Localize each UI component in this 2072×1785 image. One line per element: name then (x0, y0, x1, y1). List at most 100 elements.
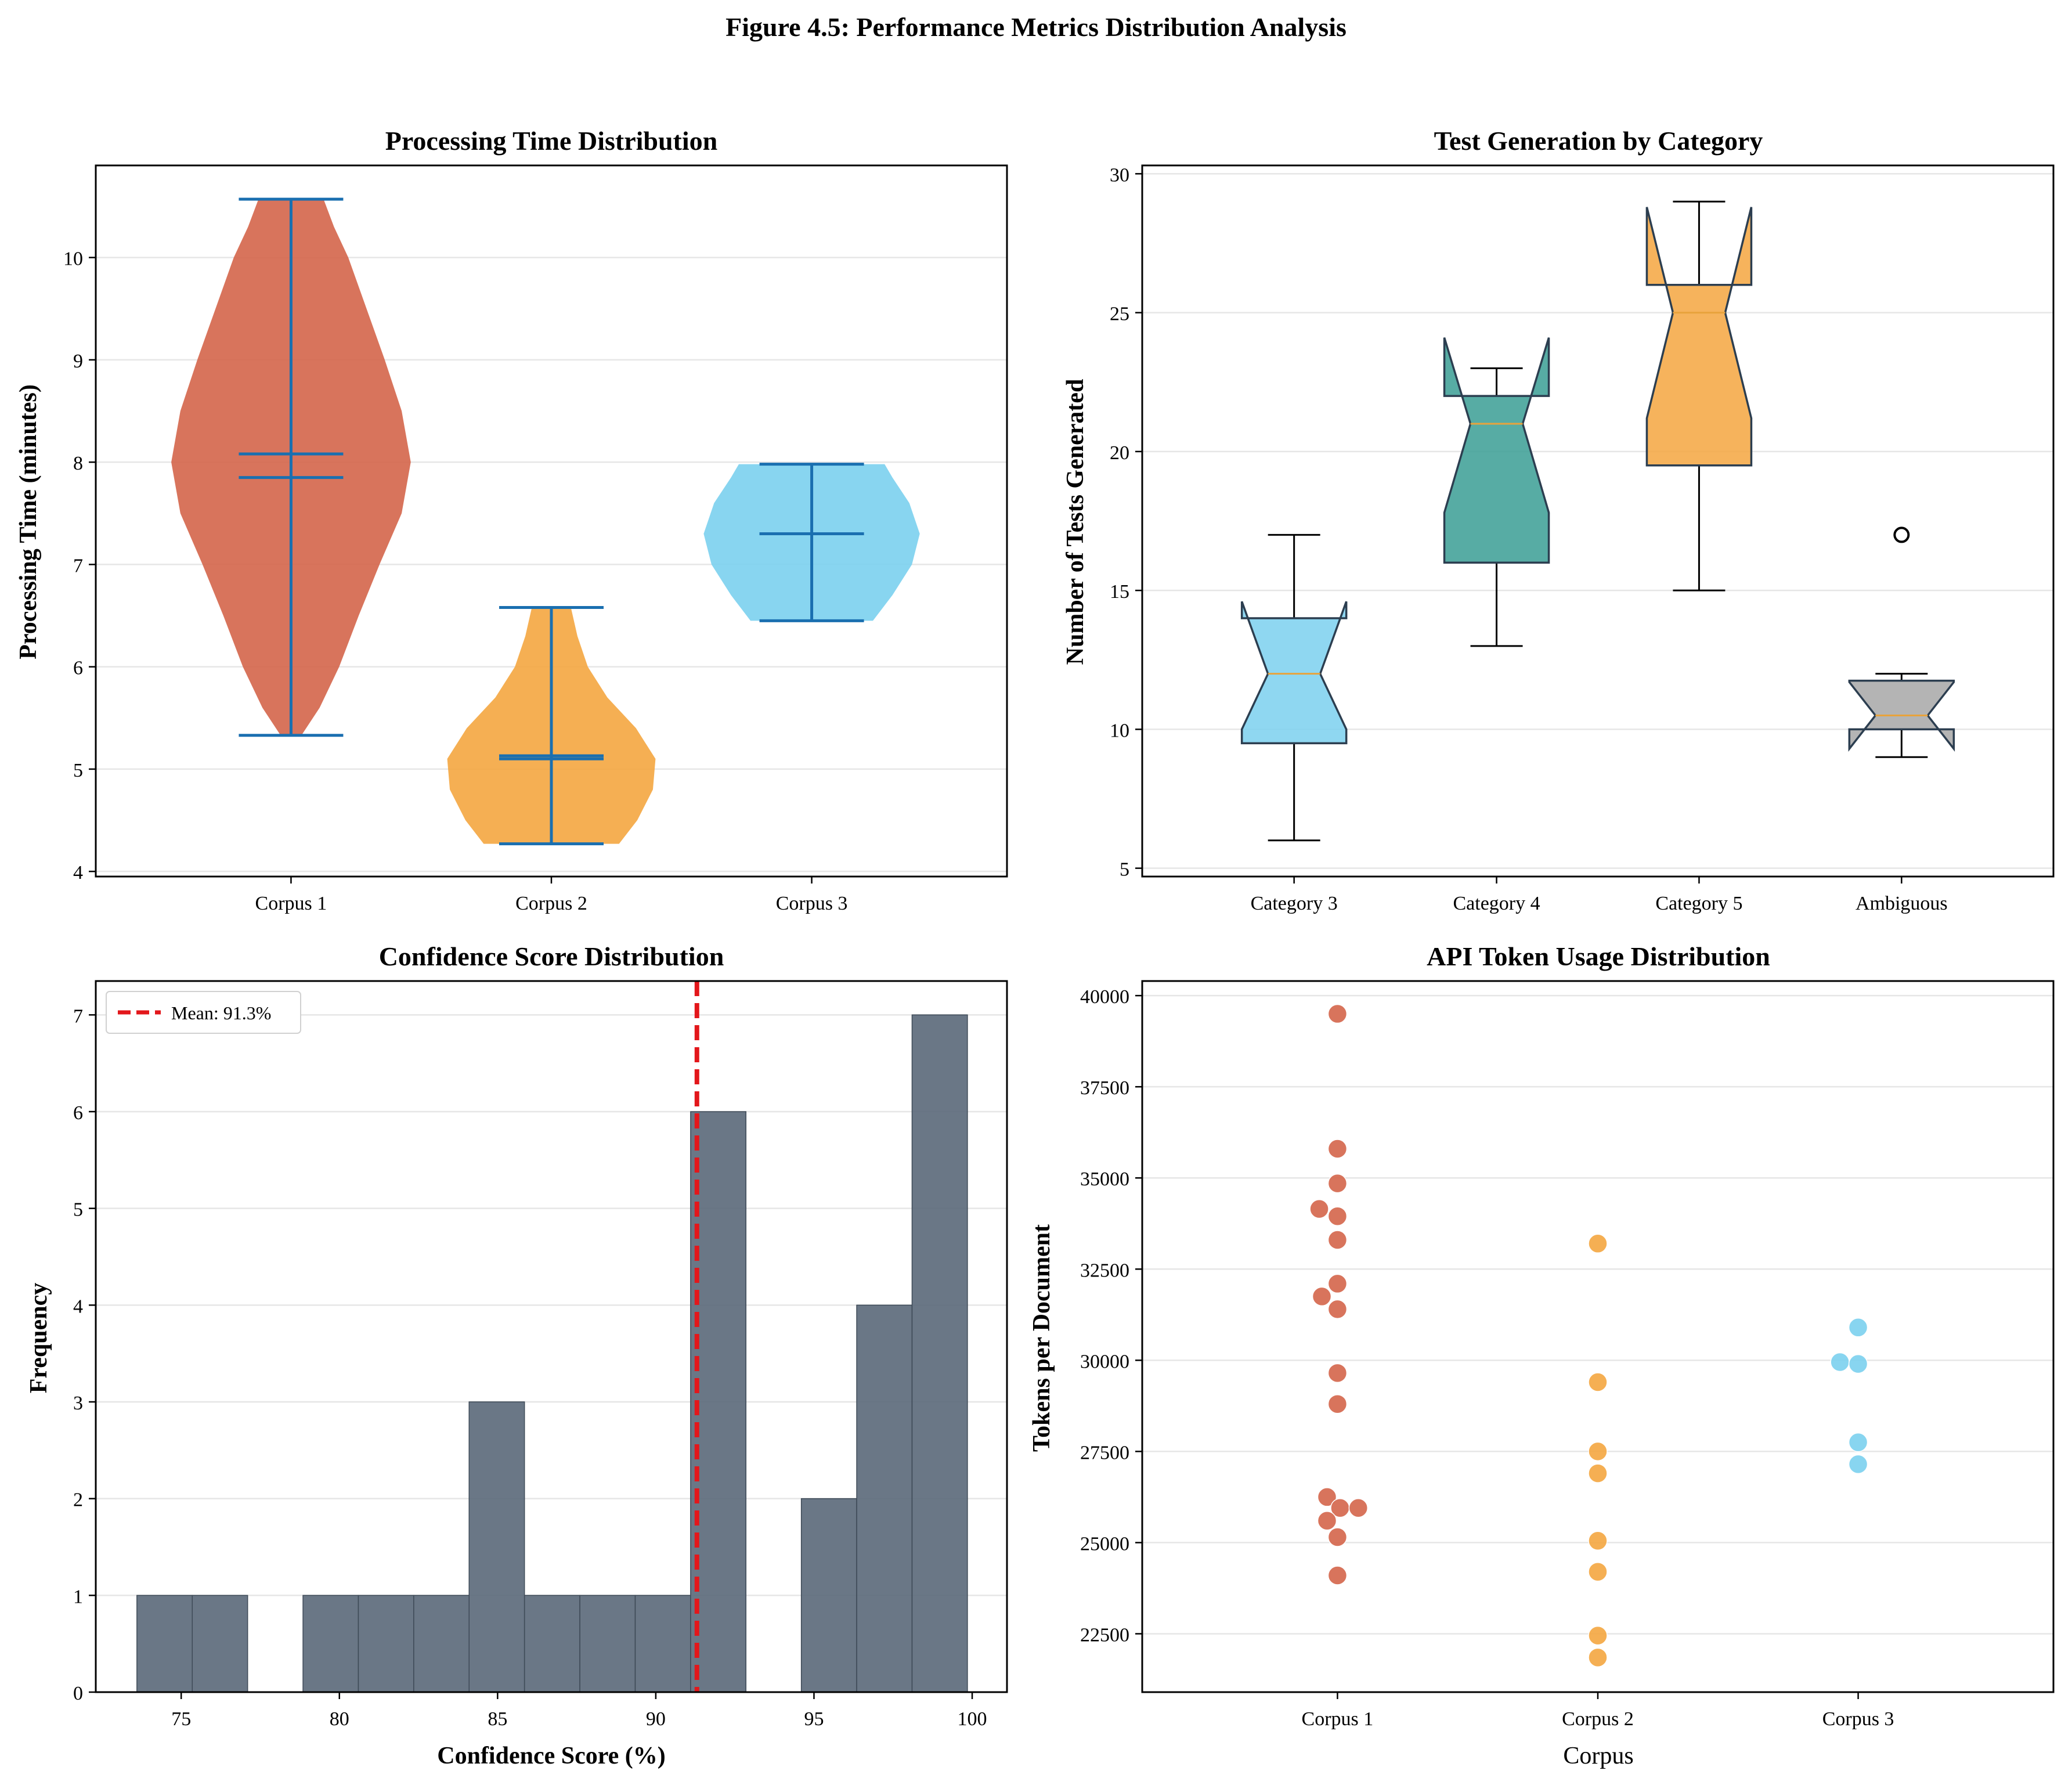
histogram-bar (856, 1304, 913, 1693)
scatter-point (1588, 1234, 1608, 1254)
scatter-point (1327, 1527, 1348, 1547)
box-x-tick-label: Category 5 (1655, 893, 1742, 914)
scatter-x-tick-label: Corpus 1 (1302, 1708, 1374, 1730)
box-plot-frame (1141, 164, 2055, 878)
scatter-point (1317, 1510, 1337, 1531)
histogram-x-tick-label: 100 (958, 1708, 987, 1730)
scatter-point (1327, 1139, 1348, 1159)
violin-y-tick-label: 4 (73, 862, 83, 884)
scatter-point (1848, 1318, 1868, 1337)
box-chart-y-axis-label: Number of Tests Generated (1062, 379, 1089, 665)
histogram-bar (136, 1595, 193, 1693)
scatter-point (1588, 1441, 1608, 1462)
violin-chart-y-axis-label: Processing Time (minutes) (15, 384, 42, 659)
violin-x-tick-label: Corpus 1 (255, 893, 327, 914)
histogram-bar (634, 1595, 691, 1693)
histogram-bar (358, 1595, 414, 1693)
box-y-tick-label: 30 (1110, 164, 1129, 186)
histogram-legend: Mean: 91.3% (106, 991, 301, 1034)
scatter-chart-x-axis-label: Corpus (1563, 1743, 1633, 1769)
box-x-tick-label: Category 4 (1453, 893, 1540, 914)
histogram-x-tick-label: 95 (804, 1708, 824, 1730)
scatter-plot-frame (1141, 980, 2055, 1693)
box-chart-test-generation: Test Generation by Category Number of Te… (1062, 126, 2055, 914)
violin-y-tick-label: 5 (73, 760, 83, 781)
scatter-point (1327, 1173, 1348, 1193)
violin-y-tick-label: 10 (63, 248, 83, 270)
scatter-y-tick-label: 25000 (1080, 1533, 1129, 1555)
histogram-bar (413, 1595, 470, 1693)
box-y-tick-label: 5 (1120, 859, 1129, 881)
scatter-y-tick-label: 35000 (1080, 1169, 1129, 1190)
box-x-tick-label: Category 3 (1251, 893, 1338, 914)
histogram-y-tick-label: 3 (73, 1393, 83, 1414)
scatter-point (1327, 1274, 1348, 1294)
figure-title: Figure 4.5: Performance Metrics Distribu… (725, 12, 1347, 42)
scatter-y-tick-label: 40000 (1080, 986, 1129, 1008)
scatter-point (1327, 1299, 1348, 1319)
histogram-x-tick-label: 85 (488, 1708, 507, 1730)
histogram-bar (302, 1595, 359, 1693)
violin-plot-frame (95, 164, 1008, 878)
histogram-bar (800, 1498, 857, 1693)
histogram-x-tick-label: 80 (330, 1708, 349, 1730)
box-body (1240, 601, 1348, 745)
legend-mean-label: Mean: 91.3% (171, 1003, 271, 1023)
legend-box (106, 991, 301, 1034)
scatter-point (1327, 1206, 1348, 1226)
scatter-point (1327, 1566, 1348, 1585)
violin-y-tick-label: 8 (73, 453, 83, 474)
scatter-chart-title: API Token Usage Distribution (1427, 942, 1770, 971)
histogram-y-tick-label: 2 (73, 1490, 83, 1511)
histogram-bar (524, 1595, 580, 1693)
scatter-point (1317, 1487, 1337, 1507)
violin-x-tick-label: Corpus 3 (776, 893, 848, 914)
violin-y-tick-label: 7 (73, 555, 83, 576)
histogram-y-tick-label: 7 (73, 1005, 83, 1027)
scatter-x-tick-label: Corpus 3 (1822, 1708, 1894, 1730)
scatter-point (1848, 1432, 1868, 1452)
scatter-point (1588, 1531, 1608, 1551)
scatter-point (1327, 1004, 1348, 1024)
histogram-plot-frame (95, 980, 1008, 1693)
histogram-bar (690, 1111, 747, 1693)
violin-x-tick-label: Corpus 2 (515, 893, 587, 914)
scatter-y-tick-label: 27500 (1080, 1442, 1129, 1463)
box-body (1645, 207, 1753, 467)
scatter-point (1848, 1354, 1868, 1374)
scatter-point (1588, 1372, 1608, 1392)
scatter-y-tick-label: 30000 (1080, 1351, 1129, 1372)
scatter-point (1588, 1625, 1608, 1646)
scatter-x-tick-label: Corpus 2 (1562, 1708, 1634, 1730)
violin-chart-processing-time: Processing Time Distribution Processing … (15, 126, 1008, 914)
histogram-title: Confidence Score Distribution (379, 942, 724, 971)
histogram-bar (911, 1014, 968, 1693)
histogram-x-tick-label: 75 (171, 1708, 191, 1730)
scatter-point (1348, 1498, 1369, 1518)
scatter-y-tick-label: 32500 (1080, 1260, 1129, 1281)
scatter-point (1588, 1463, 1608, 1483)
histogram-bar (579, 1595, 636, 1693)
histogram-y-tick-label: 0 (73, 1683, 83, 1704)
histogram-y-tick-label: 6 (73, 1102, 83, 1124)
histogram-x-tick-label: 90 (646, 1708, 666, 1730)
scatter-point (1588, 1647, 1608, 1668)
box-y-tick-label: 10 (1110, 720, 1129, 741)
histogram-y-tick-label: 1 (73, 1586, 83, 1607)
scatter-y-tick-label: 22500 (1080, 1624, 1129, 1646)
scatter-point (1830, 1352, 1850, 1372)
histogram-y-tick-label: 4 (73, 1296, 83, 1317)
box-chart-title: Test Generation by Category (1434, 126, 1763, 156)
scatter-chart-y-axis-label: Tokens per Document (1028, 1224, 1055, 1452)
box-y-tick-label: 25 (1110, 304, 1129, 325)
scatter-point (1327, 1394, 1348, 1414)
scatter-point (1327, 1230, 1348, 1250)
scatter-y-tick-label: 37500 (1080, 1077, 1129, 1099)
scatter-point (1588, 1562, 1608, 1582)
histogram-bar (468, 1401, 525, 1693)
violin-chart-title: Processing Time Distribution (385, 126, 717, 156)
box-body (1443, 337, 1550, 564)
scatter-chart-token-usage: API Token Usage Distribution Tokens per … (1028, 942, 2055, 1769)
histogram-x-axis-label: Confidence Score (%) (437, 1743, 665, 1769)
